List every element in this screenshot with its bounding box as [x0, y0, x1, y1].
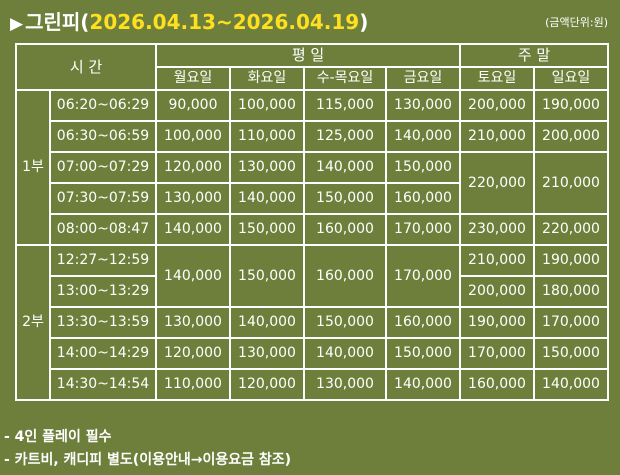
price-cell: 190,000 — [459, 306, 535, 339]
price-cell: 230,000 — [459, 213, 535, 246]
price-cell: 130,000 — [155, 182, 231, 215]
green-fee-table: 시 간 평 일 주 말 월요일 화요일 수-목요일 금요일 토요일 일요일 1부… — [15, 43, 609, 401]
time-slot: 14:00~14:29 — [49, 337, 157, 370]
title-prefix: 그린피( — [25, 10, 90, 34]
day-header-fri: 금요일 — [385, 66, 461, 91]
price-cell: 110,000 — [155, 368, 231, 401]
session-label: 2부 — [15, 244, 51, 401]
table-row: 07:30~07:59 130,000 140,000 150,000 160,… — [16, 182, 608, 215]
table-row: 2부 12:27~12:59 140,000 150,000 160,000 1… — [15, 244, 609, 401]
price-cell: 140,000 — [155, 213, 231, 246]
price-cell: 210,000 — [459, 244, 535, 277]
time-slot: 07:00~07:29 — [49, 151, 157, 184]
price-cell: 130,000 — [155, 306, 231, 339]
session-label: 1부 — [15, 89, 51, 246]
price-cell: 120,000 — [155, 337, 231, 370]
day-header-mon: 월요일 — [155, 66, 231, 91]
date-range: 2026.04.13~2026.04.19 — [89, 10, 360, 34]
price-cell: 150,000 — [303, 306, 387, 339]
price-cell: 120,000 — [229, 368, 305, 401]
price-cell: 100,000 — [229, 89, 305, 122]
price-cell: 120,000 — [155, 151, 231, 184]
price-cell: 130,000 — [229, 337, 305, 370]
price-cell: 200,000 — [533, 120, 609, 153]
price-cell: 130,000 — [385, 89, 461, 122]
price-cell: 90,000 — [155, 89, 231, 122]
price-cell: 190,000 — [533, 89, 609, 122]
day-header-sat: 토요일 — [459, 66, 535, 91]
unit-note: (금액단위:원) — [545, 16, 608, 29]
triangle-right-icon: ▶ — [10, 14, 24, 34]
price-cell: 130,000 — [303, 368, 387, 401]
page-header: ▶ 그린피(2026.04.13~2026.04.19) (금액단위:원) — [10, 6, 610, 34]
price-cell: 140,000 — [533, 368, 609, 401]
title-suffix: ) — [359, 10, 369, 34]
price-cell: 170,000 — [533, 306, 609, 339]
price-cell: 140,000 — [303, 151, 387, 184]
price-cell: 180,000 — [533, 275, 609, 308]
note-item: - 4인 플레이 필수 — [4, 429, 112, 445]
note-item: - 카트비, 캐디피 별도(이용안내→이용요금 참조) — [4, 452, 291, 468]
price-cell: 160,000 — [385, 182, 461, 215]
price-cell-merged: 150,000 — [229, 244, 305, 308]
price-cell: 125,000 — [303, 120, 387, 153]
page-title: ▶ 그린피(2026.04.13~2026.04.19) — [10, 6, 368, 35]
price-cell: 140,000 — [229, 306, 305, 339]
time-header: 시 간 — [15, 43, 157, 91]
weekend-header: 주 말 — [459, 43, 609, 68]
price-cell: 115,000 — [303, 89, 387, 122]
price-cell-merged: 140,000 — [155, 244, 231, 308]
table-row: 14:00~14:29 120,000 130,000 140,000 150,… — [16, 337, 609, 370]
price-cell: 140,000 — [385, 368, 461, 401]
table-row: 08:00~08:47 140,000 150,000 160,000 170,… — [16, 213, 609, 246]
time-slot: 12:27~12:59 — [49, 244, 157, 277]
table-row: 1부 06:20~06:29 90,000 100,000 115,000 13… — [15, 89, 609, 246]
table-row: 13:30~13:59 130,000 140,000 150,000 160,… — [16, 306, 609, 339]
weekday-header: 평 일 — [155, 43, 461, 68]
price-cell: 110,000 — [229, 120, 305, 153]
table-row: 13:00~13:29 200,000 180,000 — [16, 275, 609, 308]
price-cell-merged: 160,000 — [303, 244, 387, 308]
price-cell: 150,000 — [303, 182, 387, 215]
price-cell: 130,000 — [229, 151, 305, 184]
table-row: 07:00~07:29 120,000 130,000 140,000 150,… — [16, 151, 609, 215]
price-cell: 200,000 — [459, 89, 535, 122]
price-cell: 160,000 — [303, 213, 387, 246]
time-slot: 13:30~13:59 — [49, 306, 157, 339]
price-cell-merged: 210,000 — [533, 151, 609, 215]
time-slot: 13:00~13:29 — [49, 275, 157, 308]
price-cell: 210,000 — [459, 120, 535, 153]
price-cell-merged: 220,000 — [459, 151, 535, 215]
price-cell: 150,000 — [533, 337, 609, 370]
price-cell: 150,000 — [385, 151, 461, 184]
day-header-sun: 일요일 — [533, 66, 609, 91]
price-cell: 100,000 — [155, 120, 231, 153]
table-row: 06:30~06:59 100,000 110,000 125,000 140,… — [16, 120, 609, 153]
time-slot: 06:30~06:59 — [49, 120, 157, 153]
price-cell: 170,000 — [459, 337, 535, 370]
time-slot: 14:30~14:54 — [49, 368, 157, 401]
price-cell: 200,000 — [459, 275, 535, 308]
price-cell: 140,000 — [229, 182, 305, 215]
price-cell: 140,000 — [385, 120, 461, 153]
price-cell: 160,000 — [385, 306, 461, 339]
price-cell: 190,000 — [533, 244, 609, 277]
price-cell: 220,000 — [533, 213, 609, 246]
price-cell-merged: 170,000 — [385, 244, 461, 308]
day-header-wedthu: 수-목요일 — [303, 66, 387, 91]
notes: - 4인 플레이 필수 - 카트비, 캐디피 별도(이용안내→이용요금 참조) — [4, 426, 291, 472]
time-slot: 06:20~06:29 — [49, 89, 157, 122]
price-cell: 150,000 — [385, 337, 461, 370]
time-slot: 07:30~07:59 — [49, 182, 157, 215]
table-row: 14:30~14:54 110,000 120,000 130,000 140,… — [16, 368, 609, 401]
price-cell: 140,000 — [303, 337, 387, 370]
price-cell: 150,000 — [229, 213, 305, 246]
time-slot: 08:00~08:47 — [49, 213, 157, 246]
price-cell: 160,000 — [459, 368, 535, 401]
price-cell: 170,000 — [385, 213, 461, 246]
day-header-tue: 화요일 — [229, 66, 305, 91]
